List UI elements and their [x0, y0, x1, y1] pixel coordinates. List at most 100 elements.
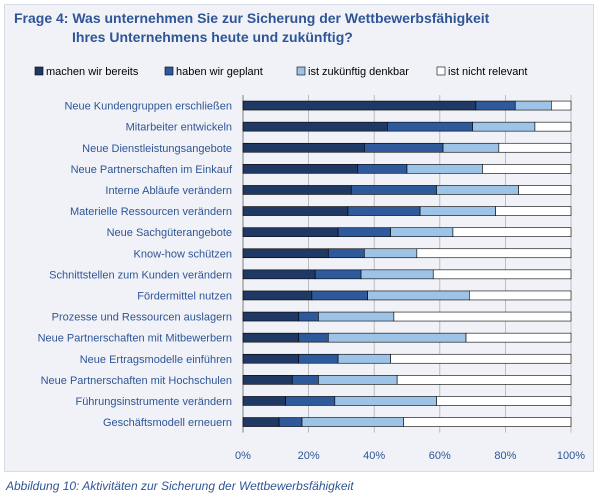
x-tick-label: 0% [235, 450, 251, 462]
bar-segment [465, 332, 572, 343]
category-label: Neue Dienstleistungsangebote [82, 143, 232, 155]
legend-swatch [296, 66, 306, 76]
bar-segment [518, 185, 572, 195]
bar-segment [318, 375, 398, 385]
x-tick-label: 20% [298, 450, 320, 462]
bar-segment [475, 100, 516, 111]
category-label: Neue Partnerschaften im Einkauf [71, 164, 233, 176]
bar-segment [242, 121, 388, 132]
chart-legend: machen wir bereits haben wir geplant ist z… [34, 66, 527, 78]
category-label: Neue Partnerschaften mit Hochschulen [41, 375, 232, 387]
stacked-bar-chart: machen wir bereits haben wir geplant ist z… [34, 66, 585, 462]
bar-segment [291, 375, 319, 385]
bar-segment [393, 311, 572, 322]
bar-segment [242, 248, 329, 259]
x-tick-label: 40% [363, 450, 385, 462]
category-label: Know-how schützen [134, 248, 232, 260]
legend-label: ist zukünftig denkbar [308, 66, 409, 78]
bar-segment [337, 353, 391, 364]
bar-segment [285, 396, 336, 406]
chart-title-line-2: Ihres Unternehmens heute und zukünftig? [72, 29, 353, 45]
category-label: Fördermittel nutzen [137, 290, 232, 302]
bar-segment [387, 121, 473, 132]
bar-segment [436, 185, 519, 195]
category-label: Mitarbeiter entwickeln [126, 122, 232, 134]
category-label: Neue Ertragsmodelle einführen [80, 354, 232, 366]
category-label: Materielle Ressourcen verändern [70, 206, 232, 218]
bar-segment [396, 375, 572, 385]
bar-segment [242, 375, 293, 385]
bar-segment [311, 290, 368, 301]
bar-segment [242, 142, 365, 153]
y-axis-labels: Neue Kundengruppen erschließen Mitarbeite… [38, 101, 233, 429]
bar-segment [327, 248, 365, 259]
bar-segment [452, 227, 572, 237]
x-tick-label: 100% [557, 450, 585, 462]
bar-segment [337, 227, 391, 237]
bar-segment [360, 269, 434, 280]
bar-segment [327, 332, 467, 343]
bar-segment [390, 227, 454, 237]
legend-label: machen wir bereits [46, 66, 139, 78]
bar-segment [242, 290, 313, 301]
bar-segment [242, 353, 300, 364]
category-label: Schnittstellen zum Kunden verändern [49, 269, 232, 281]
bar-segment [301, 417, 405, 427]
bar-segment [416, 248, 572, 259]
bar-segment [242, 164, 359, 174]
bar-segment [357, 164, 408, 174]
bar-segment [314, 269, 362, 280]
bar-segment [242, 332, 300, 343]
legend-swatch [164, 66, 174, 76]
bar-segment [367, 290, 470, 301]
category-label: Neue Kundengruppen erschließen [64, 101, 232, 113]
legend-swatch [436, 66, 446, 76]
bar-segment [242, 227, 339, 237]
x-axis-ticks: 0% 20% 40% 60% 80% 100% [235, 450, 585, 462]
bar-segment [364, 142, 444, 153]
category-label: Neue Sachgüterangebote [107, 227, 232, 239]
bar-segment [469, 290, 572, 301]
chart-title: Frage 4: Was unternehmen Sie zur Sicheru… [14, 9, 489, 47]
bar-segment [472, 121, 536, 132]
bar-segment [242, 185, 352, 195]
bar-segment [390, 353, 572, 364]
bar-segment [242, 206, 349, 216]
x-tick-label: 60% [429, 450, 451, 462]
bar-segment [298, 311, 319, 322]
bar-segment [436, 396, 572, 406]
bar-segment [350, 185, 437, 195]
bar-segment [498, 142, 572, 153]
bar-segment [298, 332, 329, 343]
legend-swatch [34, 66, 44, 76]
bar-segment [298, 353, 339, 364]
bar-segment [551, 100, 572, 111]
bar-segment [242, 100, 477, 111]
category-label: Prozesse und Ressourcen auslagern [52, 312, 232, 324]
bar-segment [347, 206, 421, 216]
bar-segment [318, 311, 395, 322]
bar-segment [242, 311, 300, 322]
bar-segment [242, 396, 286, 406]
category-label: Führungsinstrumente verändern [75, 396, 232, 408]
bar-segment [432, 269, 572, 280]
bar-segment [334, 396, 437, 406]
category-label: Interne Abläufe verändern [105, 185, 232, 197]
bar-segment [482, 164, 572, 174]
bar-segment [534, 121, 572, 132]
bar-segment [278, 417, 303, 427]
legend-label: haben wir geplant [176, 66, 263, 78]
legend-label: ist nicht relevant [448, 66, 527, 78]
x-tick-label: 80% [494, 450, 516, 462]
figure-caption: Abbildung 10: Aktivitäten zur Sicherung … [6, 479, 354, 493]
category-label: Geschäftsmodell erneuern [103, 417, 232, 429]
bar-segment [403, 417, 572, 427]
chart-title-line-1: Frage 4: Was unternehmen Sie zur Sicheru… [14, 10, 490, 26]
bar-segment [495, 206, 572, 216]
bar-segment [364, 248, 418, 259]
chart-bars [242, 100, 572, 427]
category-label: Neue Partnerschaften mit Mitbewerbern [38, 333, 232, 345]
bar-segment [514, 100, 552, 111]
bar-segment [242, 417, 280, 427]
bar-segment [242, 269, 316, 280]
